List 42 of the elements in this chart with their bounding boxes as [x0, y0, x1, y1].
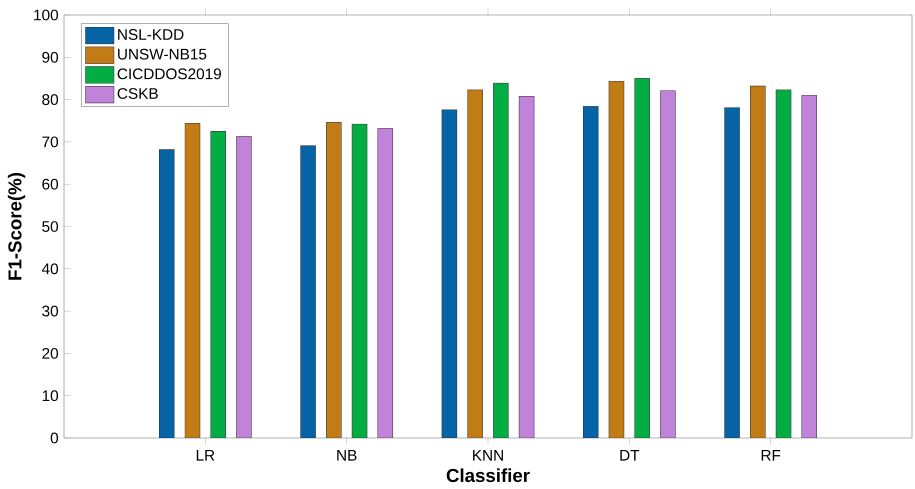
bar: [210, 131, 226, 438]
legend-label: CICDDOS2019: [118, 68, 221, 80]
y-tick-label: 10: [42, 390, 58, 402]
bar: [608, 81, 624, 438]
bar: [158, 149, 175, 438]
x-tick-label: LR: [196, 450, 214, 461]
y-tick-label: 90: [42, 52, 58, 63]
x-axis-title: Classifier: [446, 468, 530, 482]
bar: [442, 109, 458, 438]
x-tick-label: NB: [337, 450, 356, 461]
bar: [801, 95, 818, 438]
bar: [582, 106, 599, 438]
bar: [326, 122, 342, 438]
y-tick-label: 40: [42, 263, 58, 274]
y-axis-title: F1-Score(%): [8, 172, 26, 280]
bar: [724, 107, 740, 438]
bar: [750, 86, 766, 438]
x-tick-label: KNN: [473, 450, 503, 461]
legend-label: UNSW-NB15: [118, 48, 206, 60]
y-tick-label: 100: [34, 10, 58, 20]
bar: [184, 123, 200, 438]
y-tick-label: 70: [42, 136, 58, 148]
bar: [467, 90, 483, 438]
bar: [634, 78, 650, 438]
legend-label: NSL-KDD: [118, 29, 184, 40]
bar: [236, 136, 252, 438]
y-tick-label: 60: [42, 178, 58, 190]
bar: [776, 90, 792, 438]
y-tick-label: 30: [42, 306, 58, 317]
bar: [352, 124, 368, 438]
bar: [378, 128, 394, 438]
y-tick-label: 80: [42, 94, 58, 106]
y-tick-label: 20: [42, 348, 58, 359]
x-tick-label: DT: [620, 450, 640, 461]
bar: [493, 82, 509, 438]
legend-label: CSKB: [118, 88, 158, 99]
bar: [660, 90, 676, 438]
bar: [518, 96, 534, 438]
bar: [300, 145, 316, 438]
y-tick-label: 0: [50, 432, 58, 444]
x-tick-label: RF: [762, 450, 780, 461]
y-tick-label: 50: [42, 221, 58, 232]
